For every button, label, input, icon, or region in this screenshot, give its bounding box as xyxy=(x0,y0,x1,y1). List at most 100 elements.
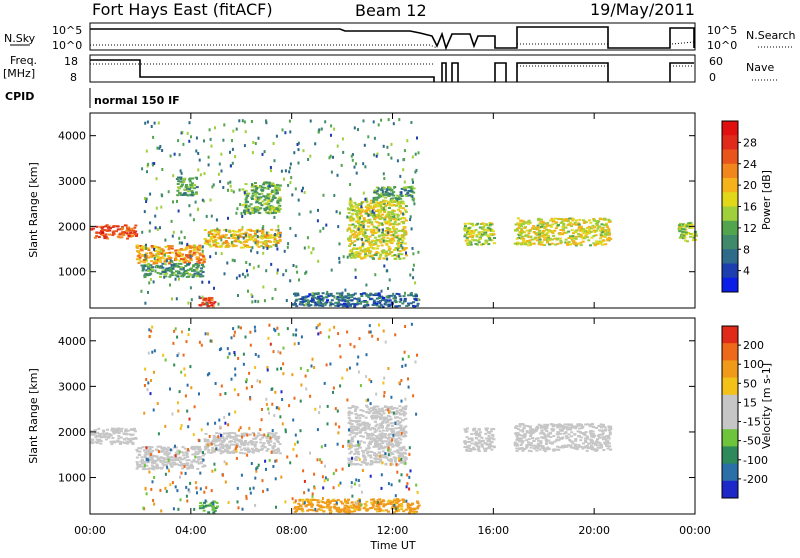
range-cell-5 xyxy=(262,195,265,197)
range-cell-7 xyxy=(404,189,407,191)
range-cell-6 xyxy=(402,221,405,223)
range-cell-3 xyxy=(404,453,407,455)
noise-cell xyxy=(206,215,208,218)
range-cell-9 xyxy=(580,234,583,236)
range-cell-2 xyxy=(204,238,207,240)
range-cell-1 xyxy=(171,245,174,247)
noise-cell xyxy=(255,142,257,145)
range-cell-6 xyxy=(348,212,351,214)
noise-cell xyxy=(220,153,222,156)
range-cell-9 xyxy=(555,221,558,223)
range-cell-1 xyxy=(174,250,177,252)
colorbar-tick-label: 16 xyxy=(743,201,757,214)
range-cell-2 xyxy=(229,441,232,443)
range-cell-1 xyxy=(168,248,171,250)
range-cell-9 xyxy=(588,229,591,231)
noise-cell xyxy=(391,143,393,146)
range-cell-9 xyxy=(537,237,540,239)
range-cell-6 xyxy=(353,244,356,246)
noise-cell xyxy=(257,300,259,303)
range-cell-9 xyxy=(529,239,532,241)
range-cell-3 xyxy=(394,459,397,461)
noise-cell xyxy=(199,159,201,162)
range-cell-3 xyxy=(159,276,162,278)
range-cell-0 xyxy=(106,429,109,431)
range-cell-4 xyxy=(489,437,492,439)
range-cell-2 xyxy=(248,233,251,235)
range-cell-2 xyxy=(217,231,220,233)
range-cell-8 xyxy=(466,239,469,241)
noise-cell xyxy=(220,238,222,241)
range-cell-0 xyxy=(94,436,97,438)
noise-cell xyxy=(410,215,412,218)
range-cell-2 xyxy=(210,452,213,454)
range-cell-11 xyxy=(417,303,420,305)
noise-cell xyxy=(357,128,359,131)
noise-cell xyxy=(160,206,162,209)
range-cell-11 xyxy=(374,293,377,295)
range-cell-9 xyxy=(548,243,551,245)
noise-cell xyxy=(325,303,327,306)
range-cell-1 xyxy=(135,245,138,247)
noise-cell xyxy=(251,293,253,296)
range-cell-3 xyxy=(394,417,397,419)
range-cell-11 xyxy=(398,305,401,307)
noise-cell xyxy=(158,122,160,125)
range-cell-7 xyxy=(405,186,408,188)
range-cell-3 xyxy=(164,263,167,265)
range-cell-3 xyxy=(358,414,361,416)
range-cell-5 xyxy=(522,427,525,429)
range-cell-2 xyxy=(226,246,229,248)
range-cell-4 xyxy=(468,445,471,447)
noise-cell xyxy=(175,278,177,281)
range-cell-2 xyxy=(213,236,216,238)
range-cell-5 xyxy=(278,188,281,190)
range-cell-5 xyxy=(276,192,279,194)
range-cell-9 xyxy=(559,238,562,240)
noise-cell xyxy=(355,268,357,271)
range-cell-9 xyxy=(516,229,519,231)
noise-cell xyxy=(176,297,178,300)
range-cell-4 xyxy=(176,190,179,192)
range-cell-2 xyxy=(255,441,258,443)
range-cell-6 xyxy=(385,204,388,206)
noise-cell xyxy=(173,231,175,234)
noise-cell xyxy=(153,280,155,283)
range-cell-2 xyxy=(275,432,278,434)
range-cell-1 xyxy=(189,246,192,248)
range-cell-3 xyxy=(375,461,378,463)
range-cell-0 xyxy=(112,230,115,232)
noise-cell xyxy=(398,255,400,258)
range-cell-10 xyxy=(684,237,687,239)
range-cell-1 xyxy=(144,456,147,458)
range-cell-3 xyxy=(351,440,354,442)
range-cell-11 xyxy=(331,299,334,301)
noise-cell xyxy=(341,164,343,167)
noise-cell xyxy=(244,212,246,215)
range-cell-5 xyxy=(586,450,589,452)
range-cell-3 xyxy=(375,459,378,461)
range-cell-3 xyxy=(178,263,181,265)
range-cell-0 xyxy=(101,229,104,231)
noise-cell xyxy=(181,132,183,135)
range-cell-3 xyxy=(373,406,376,408)
range-cell-11 xyxy=(326,301,329,303)
range-cell-3 xyxy=(352,425,355,427)
noise-cell xyxy=(202,199,204,202)
range-cell-3 xyxy=(390,453,393,455)
range-cell-6 xyxy=(393,218,396,220)
noise-cell xyxy=(178,278,180,281)
range-cell-2 xyxy=(204,438,207,440)
colorbar-swatch xyxy=(722,235,738,250)
range-cell-6 xyxy=(376,248,379,250)
range-cell-2 xyxy=(277,242,280,244)
range-cell-6 xyxy=(387,201,390,203)
noise-cell xyxy=(156,177,158,180)
range-cell-8 xyxy=(464,223,467,225)
range-cell-3 xyxy=(387,459,390,461)
range-cell-6 xyxy=(352,224,355,226)
range-cell-3 xyxy=(378,408,381,410)
noise-cell xyxy=(168,190,170,193)
range-cell-11 xyxy=(395,305,398,307)
range-cell-10 xyxy=(689,236,692,238)
